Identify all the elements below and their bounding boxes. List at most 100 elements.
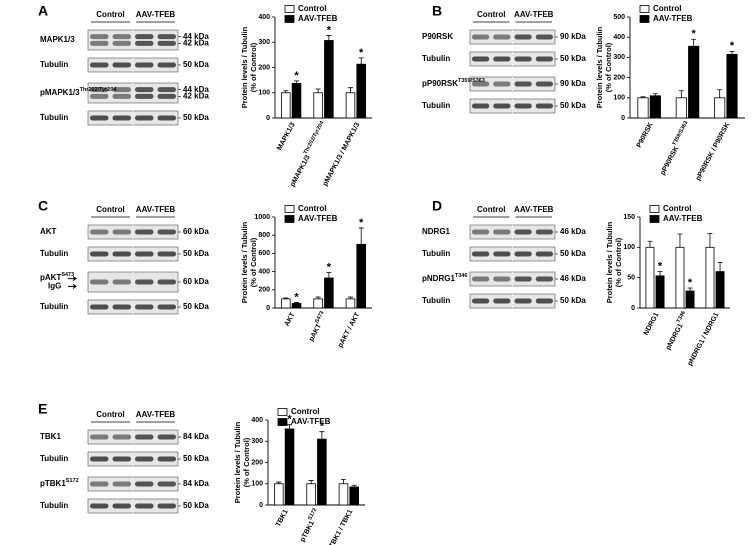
blot-band: [112, 481, 131, 487]
blot-label-main: Tubulin: [422, 296, 450, 305]
bar: [313, 92, 323, 119]
significance-mark: *: [327, 261, 332, 273]
blot-band: [535, 276, 553, 282]
bar: [714, 97, 726, 119]
blot-label-main: Tubulin: [422, 249, 450, 258]
blot-label: Tubulin: [40, 249, 68, 258]
x-tick-label: pAKT / AKT: [337, 311, 362, 349]
bar: [324, 40, 334, 119]
group-label: Control: [477, 10, 505, 19]
bar: [338, 483, 349, 506]
legend-swatch: [284, 5, 295, 13]
bar: [324, 277, 334, 309]
y-tick-label: 800: [258, 232, 270, 239]
significance-mark: *: [688, 277, 693, 289]
blot-band: [135, 87, 154, 93]
significance-mark: *: [294, 291, 299, 303]
blot-label-main: P90RSK: [422, 32, 453, 41]
blot-label-sup: S172: [66, 478, 79, 484]
blot-band: [157, 279, 176, 285]
blot-band: [90, 115, 109, 121]
blot-band: [112, 279, 131, 285]
error-bar: [308, 480, 314, 484]
blot-band: [90, 40, 109, 46]
blot-band: [90, 87, 109, 93]
legend-label: Control: [291, 407, 319, 416]
marker-label: 90 kDa: [560, 32, 586, 41]
blot-band: [472, 103, 490, 109]
y-tick-label: 0: [266, 115, 270, 122]
error-bar: [287, 424, 293, 429]
x-tick-label: AKT: [284, 311, 297, 328]
blot-band: [472, 251, 490, 257]
marker-label: 60 kDa: [183, 227, 209, 236]
blot-band: [535, 103, 553, 109]
blot-label: Tubulin: [422, 296, 450, 305]
blot-band: [514, 56, 532, 62]
blot-band: [135, 304, 154, 310]
legend-swatch: [277, 418, 288, 426]
bar: [291, 303, 302, 309]
blot-band: [535, 229, 553, 235]
panel-letter: D: [432, 198, 442, 214]
legend-swatch: [284, 205, 295, 213]
blot-band: [157, 62, 176, 68]
blot-band: [112, 456, 131, 462]
y-axis-label: (% of Control): [249, 42, 258, 92]
marker-label: 84 kDa: [183, 432, 209, 441]
blot-band: [112, 87, 131, 93]
blot-band: [493, 276, 511, 282]
blot-band: [157, 251, 176, 257]
blot-label-main: Tubulin: [40, 454, 68, 463]
blot-label-main: pP90RSK: [422, 79, 458, 88]
blot-band: [135, 279, 154, 285]
blot-band: [472, 34, 490, 40]
y-axis-label: Protein levels / Tubulin: [605, 221, 614, 303]
x-tick-label-main: pAKT: [308, 322, 323, 342]
significance-mark: *: [658, 261, 663, 273]
error-bar: [358, 57, 364, 65]
y-tick-label: 0: [621, 115, 625, 122]
y-tick-label: 200: [613, 74, 625, 81]
blot-label-main: TBK1: [40, 432, 61, 441]
blot-band: [135, 434, 154, 440]
blot-band: [157, 456, 176, 462]
blot-label-sup: T359/S363: [458, 78, 485, 84]
blot-band: [493, 34, 511, 40]
blot-label-sup: T346: [455, 273, 468, 279]
blot-label-sup: Thr202/Tyr204: [80, 87, 118, 93]
y-tick-label: 400: [613, 34, 625, 41]
marker-label: 44 kDa: [183, 85, 209, 94]
marker-label: 46 kDa: [560, 227, 586, 236]
group-label: AAV-TFEB: [136, 10, 176, 19]
error-bar: [315, 88, 321, 93]
bar: [688, 45, 700, 119]
blot-label-main: pMAPK1/3: [40, 88, 80, 97]
x-tick-label: MAPK1/3: [276, 121, 296, 151]
panel-letter: C: [38, 198, 48, 214]
blot-band: [472, 276, 490, 282]
error-bar: [647, 240, 653, 248]
legend-swatch: [639, 5, 650, 13]
blot-band: [472, 229, 490, 235]
significance-mark: *: [359, 47, 364, 59]
blot-band: [112, 251, 131, 257]
blot-band: [90, 434, 109, 440]
legend-label: AAV-TFEB: [298, 14, 338, 23]
group-label: Control: [96, 410, 124, 419]
error-bar: [640, 96, 646, 98]
blot-band: [472, 81, 490, 87]
x-tick-label: pP90RSK / P90RSK: [695, 122, 732, 182]
group-label: AAV-TFEB: [514, 205, 554, 214]
blot-band: [514, 34, 532, 40]
y-tick-label: 100: [613, 95, 625, 102]
blot-label-main: AKT: [40, 227, 57, 236]
marker-label: 50 kDa: [183, 302, 209, 311]
x-tick-label-main: pP90RSK / P90RSK: [695, 122, 732, 182]
blot-band: [90, 456, 109, 462]
group-label: Control: [477, 205, 505, 214]
group-label: AAV-TFEB: [136, 205, 176, 214]
blot-band: [112, 115, 131, 121]
legend-label: AAV-TFEB: [663, 214, 703, 223]
